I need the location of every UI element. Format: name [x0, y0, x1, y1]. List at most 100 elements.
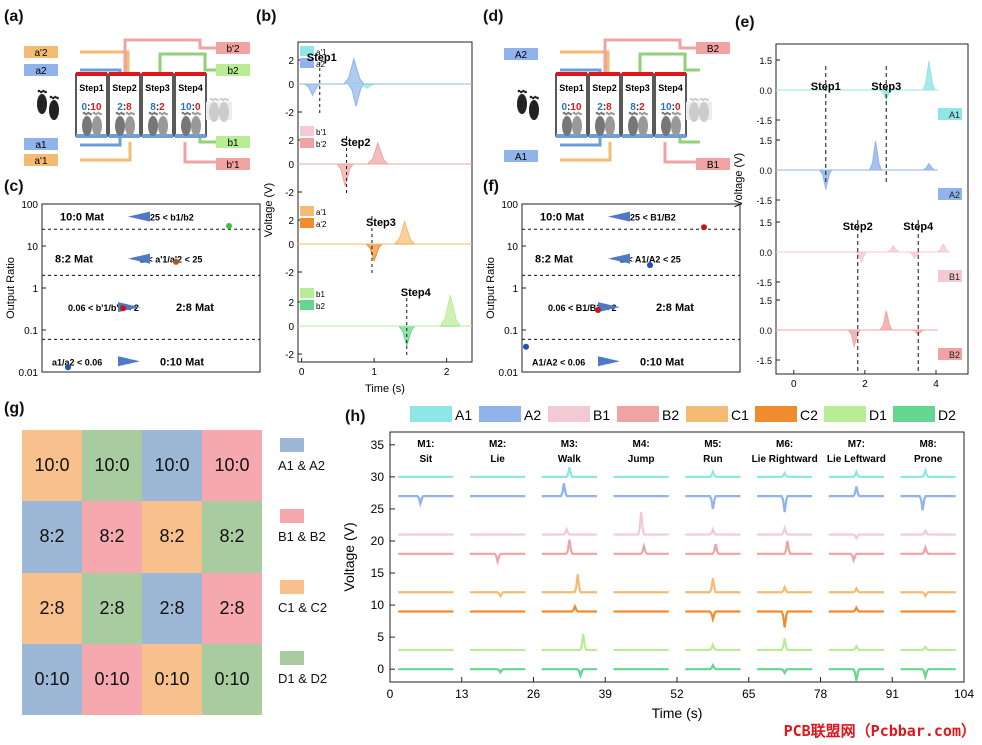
series-trace-B2	[828, 552, 884, 564]
footprint-icon-toe	[704, 97, 707, 101]
wire-tag	[216, 158, 250, 170]
series-trace-D2	[541, 668, 597, 680]
schematic-d: A2 A1 B2 B1 Step1 0:10 Step2 2:8 Step3 8:2 Step4 10…	[504, 38, 730, 171]
footprint-icon	[671, 116, 681, 136]
legend-swatch	[300, 218, 314, 228]
legend-swatch	[300, 138, 314, 148]
y-tick-label: -2	[285, 268, 294, 279]
series-trace-D1	[900, 644, 956, 652]
wire	[80, 142, 132, 162]
footprint-icon-toe	[610, 111, 613, 115]
y-tick-label: -1.5	[756, 356, 772, 366]
step-ratio: 2:8	[597, 102, 612, 113]
footprint-icon-toe	[534, 95, 537, 99]
wire	[638, 52, 700, 74]
footprint-icon-toe	[39, 90, 43, 94]
schematic-a: a'2 a2 a1 a'1 b'2 b2 b1 b'1 Step1 0:10 Step2 2:8 Ste…	[24, 38, 250, 171]
grid-legend-item: A1 & A2	[278, 438, 358, 473]
panel-label-a: (a)	[4, 8, 24, 25]
legend-swatch	[686, 406, 728, 422]
wire	[560, 50, 610, 74]
footprint-icon-toe	[562, 111, 566, 115]
wire	[663, 142, 700, 164]
legend-swatch	[280, 651, 304, 665]
y-axis-title: Voltage (V)	[733, 153, 745, 207]
footprint-icon-toe	[226, 98, 229, 102]
ratio-point	[595, 306, 601, 313]
footprint-icon-toe	[519, 90, 523, 94]
x-tick-label: 78	[814, 687, 828, 701]
footprint-icon	[209, 102, 219, 122]
y-tick-label: 35	[371, 438, 385, 452]
step-name: Step4	[658, 83, 683, 93]
footprint-icon-toe	[127, 112, 131, 116]
y-tick-label: 10	[507, 242, 519, 253]
legend-swatch	[300, 126, 314, 136]
step-label: Step3	[366, 217, 396, 229]
mat-grid-legend: A1 & A2 B1 & B2 C1 & C2 D1 & D2	[278, 430, 348, 715]
footprint-icon-toe	[44, 90, 47, 94]
step-ratio: 0:10	[81, 102, 101, 113]
step-name: Step1	[559, 83, 584, 93]
legend-label: A1	[455, 407, 472, 423]
grid-cell: 2:8	[202, 572, 262, 644]
voltage-trace	[298, 83, 472, 97]
motion-id: M7:	[848, 439, 865, 450]
footprint-icon-toe	[56, 96, 59, 100]
step-electrode-bottom	[142, 134, 173, 138]
grid-cell: 8:2	[22, 501, 82, 573]
footprint-icon-toe	[132, 112, 135, 116]
grid-cell: 0:10	[82, 643, 142, 715]
legend-label: C1 & C2	[278, 600, 328, 615]
footprint-icon-toe	[42, 89, 45, 93]
legend-swatch	[280, 509, 304, 523]
series-trace-C1	[900, 591, 956, 599]
legend-label: B1	[949, 272, 960, 282]
wire	[560, 142, 612, 162]
y-tick-label: 1.5	[759, 296, 772, 306]
footprint-icon-toe	[572, 111, 576, 115]
footprint-icon-toe	[529, 95, 533, 99]
footprint-icon-toe	[678, 112, 681, 116]
series-trace-B2	[470, 552, 526, 566]
footprint-icon	[517, 94, 527, 114]
footprint-icon	[219, 102, 229, 122]
step-name: Step4	[178, 83, 203, 93]
legend-swatch	[548, 406, 590, 422]
voltage-trace	[298, 219, 472, 245]
legend-label: D1 & D2	[278, 671, 328, 686]
footprint-icon	[125, 116, 135, 136]
wire	[80, 136, 122, 147]
ratio-plot-f: 100 10 1 0.1 0.01 Output Ratio 10:0 Mat 25 < B1…	[485, 200, 741, 379]
ratio-row-mat: 0:10 Mat	[640, 356, 684, 368]
plot-frame	[297, 41, 473, 363]
wire-tag-label: a'1	[34, 156, 47, 167]
wire	[560, 136, 602, 147]
wire-tag-label: b'2	[226, 44, 239, 55]
series-trace-D2	[828, 668, 884, 681]
footprint-icon	[529, 100, 539, 120]
panel-label-e: (e)	[735, 14, 755, 31]
grid-cell: 0:10	[142, 643, 202, 715]
panel-label-f: (f)	[483, 178, 499, 195]
series-trace-C1	[541, 574, 597, 594]
motion-name: Lie Leftward	[827, 454, 886, 465]
ratio-point	[120, 305, 126, 312]
legend-label: a'1	[316, 48, 327, 57]
footprint-icon-toe	[193, 112, 197, 116]
y-tick-label: 0.1	[24, 326, 38, 337]
ratio-row-mat: 0:10 Mat	[160, 356, 204, 368]
series-trace-C1	[828, 586, 884, 594]
series-trace-B2	[685, 543, 741, 555]
step-electrode-bottom	[109, 134, 140, 138]
footprint-icon	[37, 94, 47, 114]
footprint-icon-toe	[696, 98, 699, 102]
y-tick-label: -2	[285, 350, 294, 361]
footprint-icon-toe	[158, 111, 162, 115]
arrow-icon	[128, 211, 150, 222]
series-trace-A2	[398, 495, 454, 508]
step-label: Step1	[811, 81, 841, 93]
wire-tag	[696, 42, 730, 54]
voltage-trace	[298, 163, 472, 187]
y-tick-label: -1.5	[756, 116, 772, 126]
